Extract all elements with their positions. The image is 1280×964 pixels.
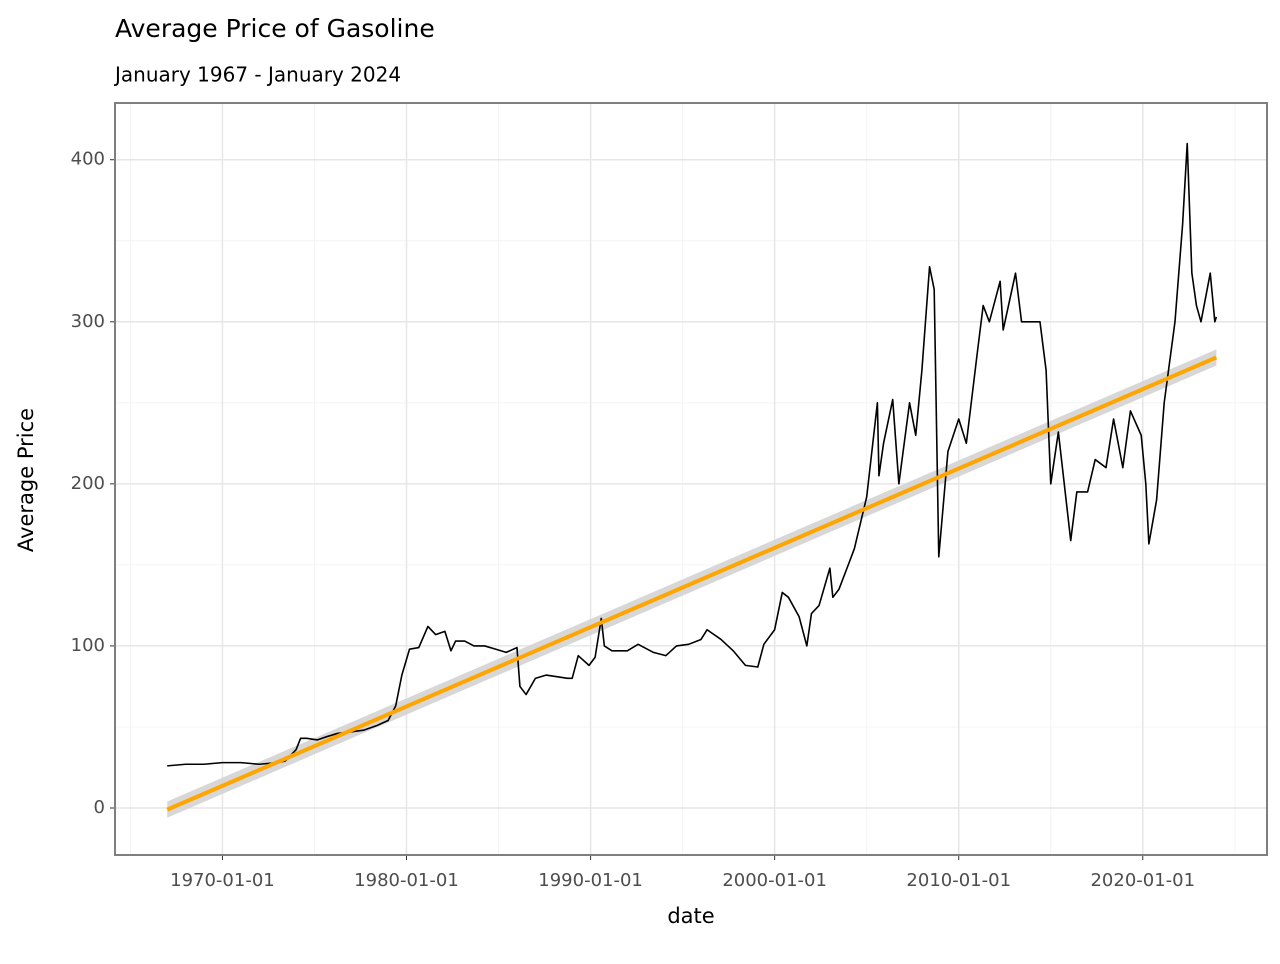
- y-tick-label: 200: [71, 473, 105, 494]
- x-tick-label: 1980-01-01: [354, 870, 459, 891]
- chart-title: Average Price of Gasoline: [115, 14, 435, 43]
- y-axis-title: Average Price: [14, 408, 38, 552]
- x-tick-label: 1990-01-01: [538, 870, 643, 891]
- y-tick-label: 100: [71, 635, 105, 656]
- y-tick-label: 400: [71, 149, 105, 170]
- x-axis-title: date: [667, 904, 714, 928]
- x-tick-label: 2010-01-01: [906, 870, 1011, 891]
- x-tick-label: 2020-01-01: [1090, 870, 1195, 891]
- panel-border: [114, 102, 1268, 856]
- x-tick-label: 1970-01-01: [170, 870, 275, 891]
- x-tick-label: 2000-01-01: [722, 870, 827, 891]
- y-tick-label: 0: [94, 797, 105, 818]
- chart-subtitle: January 1967 - January 2024: [113, 63, 401, 87]
- trend-line: [166, 355, 1218, 812]
- price-line: [167, 142, 1218, 767]
- y-tick-label: 300: [71, 311, 105, 332]
